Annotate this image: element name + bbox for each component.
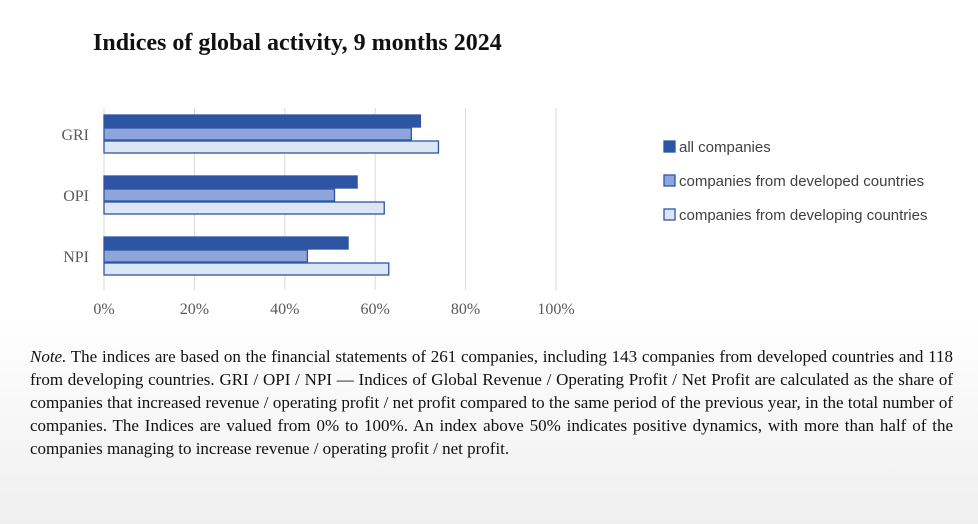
bar-chart: 0% 20% 40% 60% 80% 100% GRI OPI NPI all companies…	[61, 108, 927, 318]
x-tick-label: 40%	[270, 301, 299, 318]
bar	[103, 175, 358, 189]
x-tick-label: 80%	[451, 301, 480, 318]
bar	[103, 127, 413, 141]
legend-label: all companies	[679, 139, 771, 156]
bar	[103, 262, 390, 276]
y-category-label: OPI	[63, 188, 89, 205]
bar	[103, 236, 349, 250]
legend-swatch	[663, 140, 676, 153]
x-tick-label: 60%	[361, 301, 390, 318]
legend-label: companies from developing countries	[679, 207, 927, 224]
legend-label: companies from developed countries	[679, 173, 924, 190]
bar	[103, 114, 422, 128]
bar	[103, 249, 309, 263]
bar	[103, 188, 336, 202]
legend-swatch	[663, 174, 676, 187]
y-category-label: GRI	[61, 127, 89, 144]
x-tick-label: 100%	[537, 301, 574, 318]
x-tick-label: 20%	[180, 301, 209, 318]
chart-note: Note. The indices are based on the finan…	[30, 345, 953, 460]
y-category-label: NPI	[63, 249, 89, 266]
note-text: The indices are based on the financial s…	[30, 347, 953, 458]
bar	[103, 140, 440, 154]
note-label: Note.	[30, 347, 67, 366]
bar	[103, 201, 385, 215]
chart-title: Indices of global activity, 9 months 202…	[93, 30, 502, 56]
legend-swatch	[663, 208, 676, 221]
x-tick-label: 0%	[93, 301, 114, 318]
